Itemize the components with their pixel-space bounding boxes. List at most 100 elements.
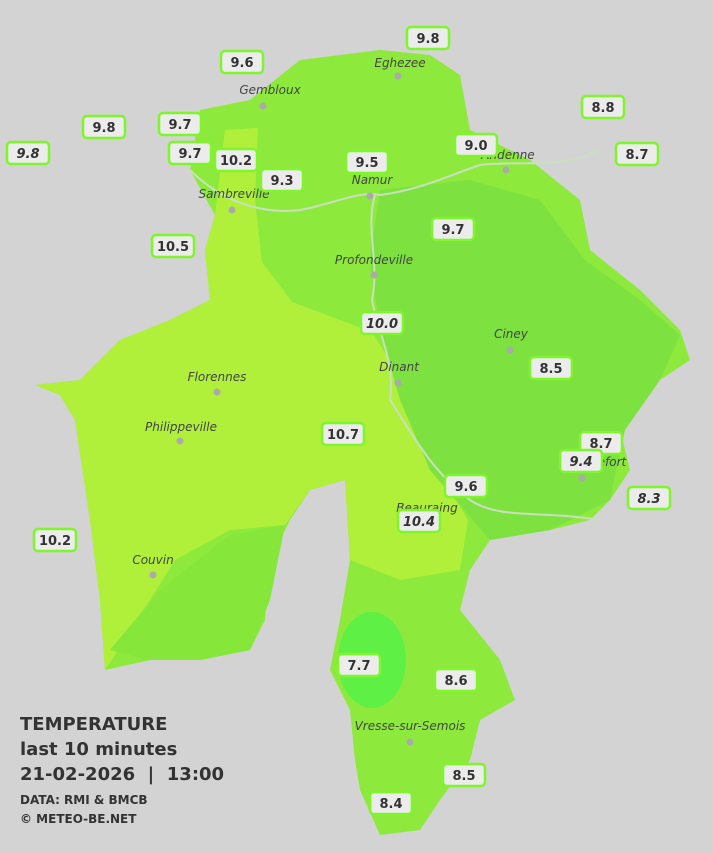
station: 9.7 bbox=[167, 140, 213, 166]
station: 9.7 bbox=[157, 111, 203, 137]
city-name: Ciney bbox=[494, 327, 529, 341]
station-value: 9.0 bbox=[464, 139, 487, 154]
station: 9.7 bbox=[430, 216, 476, 242]
station: 10.2 bbox=[32, 527, 78, 553]
station-value: 9.7 bbox=[168, 118, 191, 133]
station-box bbox=[405, 25, 451, 51]
legend-period: last 10 minutes bbox=[20, 739, 177, 760]
station: 10.2 bbox=[213, 147, 259, 173]
legend-datetime: 21-02-2026 | 13:00 bbox=[20, 764, 224, 785]
station-value: 8.6 bbox=[444, 674, 467, 689]
station: 9.8 bbox=[405, 25, 451, 51]
city-dot bbox=[394, 379, 402, 387]
station: 9.0 bbox=[453, 132, 499, 158]
station-value: 8.5 bbox=[452, 769, 475, 784]
station-value: 10.0 bbox=[366, 317, 398, 332]
station-box bbox=[157, 111, 203, 137]
city-dot bbox=[502, 166, 510, 174]
station-box bbox=[558, 448, 604, 474]
station-box bbox=[150, 233, 196, 259]
station: 9.6 bbox=[219, 49, 265, 75]
station: 10.5 bbox=[150, 233, 196, 259]
station-box bbox=[430, 216, 476, 242]
station-box bbox=[453, 132, 499, 158]
station-box bbox=[5, 140, 51, 166]
station-value: 8.7 bbox=[589, 437, 612, 452]
station-box bbox=[580, 94, 626, 120]
legend-title: TEMPERATURE bbox=[20, 714, 167, 735]
warm-zone bbox=[35, 128, 468, 670]
station: 7.7 bbox=[336, 652, 382, 678]
city-name: Dinant bbox=[379, 360, 420, 374]
legend-source: DATA: RMI & BMCB bbox=[20, 793, 148, 807]
station-value: 9.5 bbox=[355, 156, 378, 171]
station-box bbox=[626, 485, 672, 511]
city-name: Namur bbox=[352, 173, 394, 187]
station-box bbox=[259, 167, 305, 193]
station: 9.8 bbox=[81, 114, 127, 140]
station-value: 10.4 bbox=[403, 515, 435, 530]
city-dot bbox=[149, 571, 157, 579]
station-value: 9.7 bbox=[178, 147, 201, 162]
station-box bbox=[344, 149, 390, 175]
city-dot bbox=[394, 72, 402, 80]
station: 9.3 bbox=[259, 167, 305, 193]
city-dot bbox=[259, 102, 267, 110]
station-value: 9.8 bbox=[416, 32, 439, 47]
station: 8.5 bbox=[441, 762, 487, 788]
station-box bbox=[368, 790, 414, 816]
city-name: Couvin bbox=[132, 553, 173, 567]
station-value: 10.5 bbox=[157, 240, 189, 255]
station-value: 9.6 bbox=[454, 480, 477, 495]
station: 10.4 bbox=[396, 508, 442, 534]
city-name: Vresse-sur-Semois bbox=[355, 719, 466, 733]
station-box bbox=[396, 508, 442, 534]
city-dot bbox=[506, 346, 514, 354]
city-dot bbox=[370, 271, 378, 279]
station: 9.8 bbox=[5, 140, 51, 166]
station-value: 10.2 bbox=[39, 534, 71, 549]
station: 8.5 bbox=[528, 355, 574, 381]
station-value: 10.2 bbox=[220, 154, 252, 169]
station-value: 8.8 bbox=[591, 101, 614, 116]
station-box bbox=[336, 652, 382, 678]
station-box bbox=[359, 310, 405, 336]
station-box bbox=[167, 140, 213, 166]
station-box bbox=[443, 473, 489, 499]
city-name: Gembloux bbox=[239, 83, 301, 97]
station: 10.7 bbox=[320, 421, 366, 447]
city-dot bbox=[228, 206, 236, 214]
station-box bbox=[441, 762, 487, 788]
station: 8.6 bbox=[433, 667, 479, 693]
station: 9.5 bbox=[344, 149, 390, 175]
river bbox=[370, 194, 601, 521]
station-box bbox=[614, 141, 660, 167]
city-dot bbox=[578, 474, 586, 482]
legend-copyright: © METEO-BE.NET bbox=[20, 812, 137, 826]
station-value: 8.7 bbox=[625, 148, 648, 163]
station-box bbox=[320, 421, 366, 447]
station: 10.0 bbox=[359, 310, 405, 336]
city-dot bbox=[366, 192, 374, 200]
station-box bbox=[219, 49, 265, 75]
city-name: Eghezee bbox=[374, 56, 425, 70]
station-value: 8.4 bbox=[379, 797, 402, 812]
station-value: 9.8 bbox=[16, 147, 39, 162]
station-value: 9.6 bbox=[230, 56, 253, 71]
station-box bbox=[213, 147, 259, 173]
station-box bbox=[528, 355, 574, 381]
city-dot bbox=[176, 437, 184, 445]
station-value: 9.7 bbox=[441, 223, 464, 238]
station: 8.3 bbox=[626, 485, 672, 511]
station-box bbox=[433, 667, 479, 693]
river bbox=[189, 149, 601, 212]
station: 8.8 bbox=[580, 94, 626, 120]
station: 8.4 bbox=[368, 790, 414, 816]
city-dot bbox=[213, 388, 221, 396]
station-value: 9.3 bbox=[270, 174, 293, 189]
station-value: 10.7 bbox=[327, 428, 359, 443]
station: 9.4 bbox=[558, 448, 604, 474]
station-value: 8.5 bbox=[539, 362, 562, 377]
station-box bbox=[81, 114, 127, 140]
